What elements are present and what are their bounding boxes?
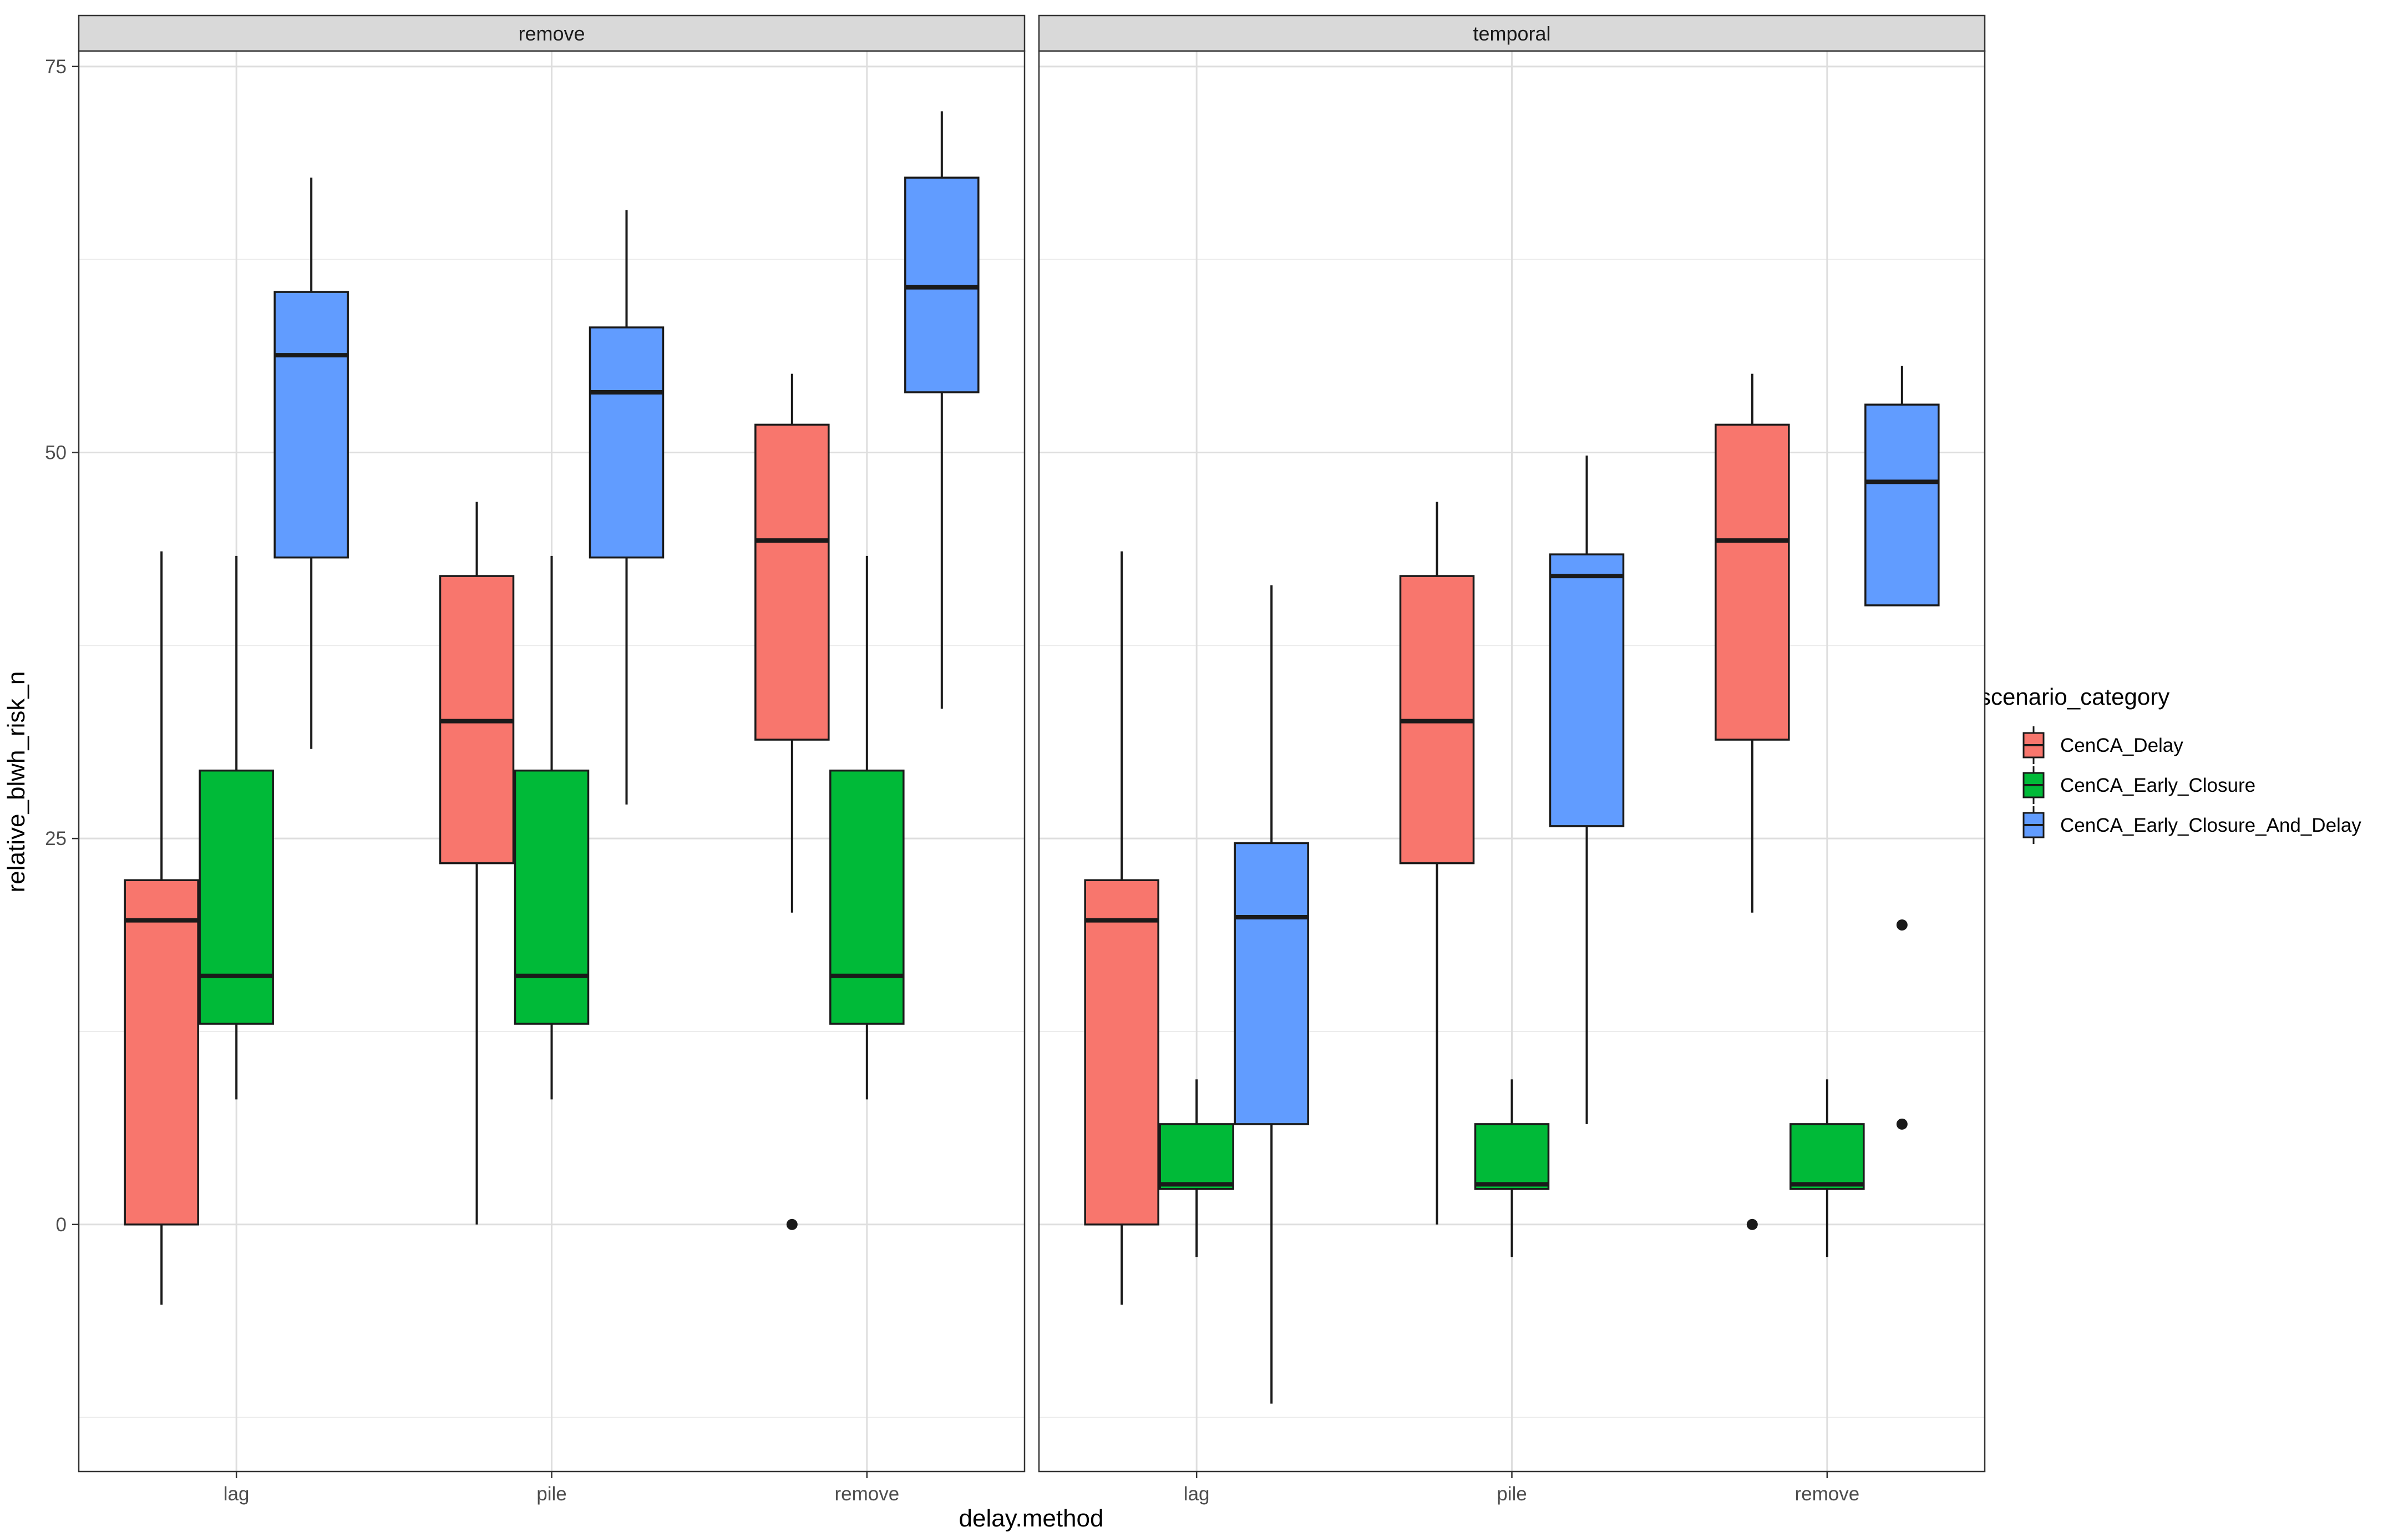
box-remove-CenCA_Delay — [754, 373, 830, 1230]
facet-strip — [78, 14, 1026, 52]
box — [1084, 879, 1159, 1226]
y-axis-label: relative_blwh_risk_n — [3, 671, 30, 893]
legend-item: CenCA_Delay — [2022, 726, 2183, 764]
box — [514, 769, 590, 1025]
box-remove-CenCA_Delay — [1715, 373, 1790, 1230]
x-tick-label: lag — [1184, 1483, 1210, 1505]
x-tick-label: pile — [536, 1483, 566, 1505]
box — [829, 769, 905, 1025]
box — [1864, 403, 1940, 606]
box-pile-CenCA_Early_Closure_And_Delay — [1549, 456, 1625, 1124]
x-tick-label: pile — [1497, 1483, 1527, 1505]
box-remove-CenCA_Early_Closure_And_Delay — [904, 111, 980, 709]
outlier-point — [1746, 1219, 1758, 1230]
legend-item: CenCA_Early_Closure — [2022, 766, 2255, 804]
box — [754, 423, 830, 741]
y-tick-label: 50 — [45, 442, 67, 463]
outlier-point — [786, 1219, 798, 1230]
box-pile-CenCA_Early_Closure_And_Delay — [589, 210, 665, 805]
panel-remove: remove lag pile remove 0 25 50 75 — [45, 14, 1026, 1505]
box-lag-CenCA_Early_Closure_And_Delay — [273, 178, 349, 749]
box — [199, 769, 274, 1025]
box-remove-CenCA_Early_Closure — [1789, 1079, 1865, 1257]
x-axis-label: delay.method — [959, 1505, 1104, 1532]
y-tick-label: 75 — [45, 56, 67, 78]
box — [589, 326, 665, 559]
x-tick-label: lag — [224, 1483, 250, 1505]
box — [904, 176, 980, 393]
y-tick-label: 0 — [56, 1214, 67, 1236]
legend-label: CenCA_Early_Closure_And_Delay — [2060, 815, 2361, 836]
x-tick-label: remove — [1794, 1483, 1859, 1505]
legend-title: scenario_category — [1979, 684, 2169, 710]
box — [1789, 1123, 1865, 1190]
outlier-point — [1896, 919, 1908, 931]
legend-label: CenCA_Early_Closure — [2060, 775, 2255, 796]
facet-strip — [1038, 14, 1986, 52]
facet-title: remove — [518, 22, 585, 45]
box — [124, 879, 199, 1226]
box — [1234, 842, 1309, 1125]
box — [273, 291, 349, 559]
box-pile-CenCA_Delay — [439, 502, 515, 1225]
box — [1159, 1123, 1234, 1190]
box-lag-CenCA_Early_Closure_And_Delay — [1234, 585, 1309, 1404]
x-tick-label: remove — [834, 1483, 899, 1505]
box-lag-CenCA_Delay — [1084, 551, 1159, 1305]
box-lag-CenCA_Early_Closure — [1159, 1079, 1234, 1257]
box — [1549, 553, 1625, 827]
box-remove-CenCA_Early_Closure_And_Delay — [1864, 366, 1940, 1130]
facet-title: temporal — [1473, 22, 1550, 45]
legend-label: CenCA_Delay — [2060, 735, 2183, 756]
panel-temporal: temporal lag pile remove — [1038, 14, 1986, 1505]
box-pile-CenCA_Delay — [1399, 502, 1475, 1225]
y-tick-label: 25 — [45, 828, 67, 850]
box-pile-CenCA_Early_Closure — [1474, 1079, 1550, 1257]
box-lag-CenCA_Early_Closure — [199, 555, 274, 1100]
legend: CenCA_Delay CenCA_Early_Closure CenCA_Earl… — [2022, 726, 2361, 844]
legend-item: CenCA_Early_Closure_And_Delay — [2022, 806, 2361, 844]
box — [1474, 1123, 1550, 1190]
box-lag-CenCA_Delay — [124, 551, 199, 1305]
box-pile-CenCA_Early_Closure — [514, 555, 590, 1100]
outlier-point — [1896, 1118, 1908, 1130]
box — [1715, 423, 1790, 741]
box-remove-CenCA_Early_Closure — [829, 555, 905, 1100]
